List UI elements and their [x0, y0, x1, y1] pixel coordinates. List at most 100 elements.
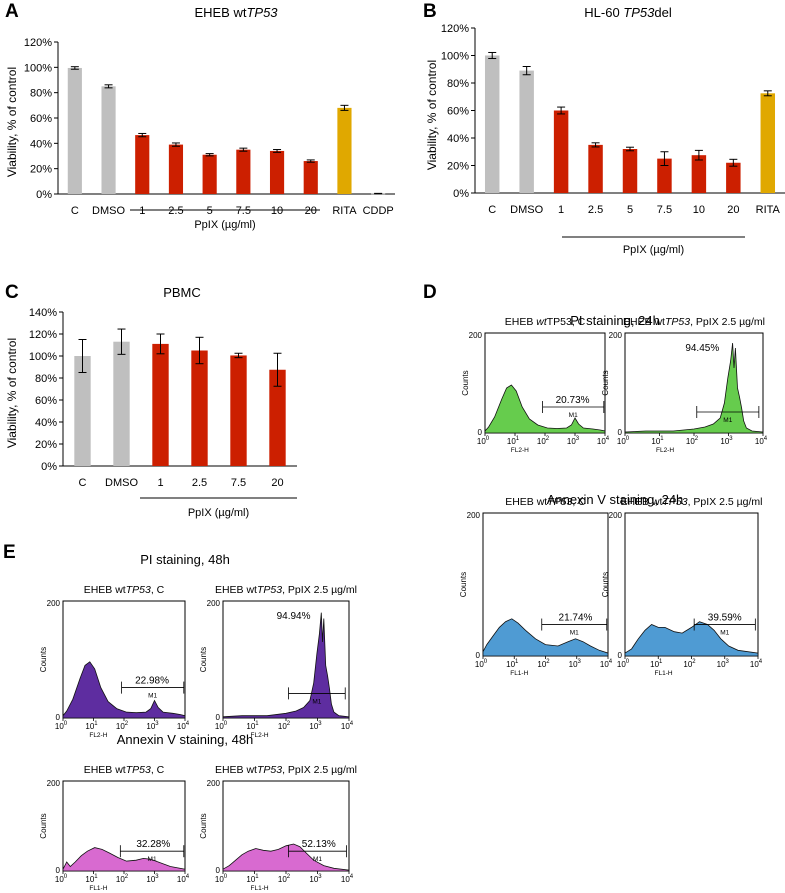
chart-b-title-part: TP53 [623, 5, 655, 20]
chart-a-x-tick-label: 10 [271, 205, 283, 217]
flow-d-0-y-min: 0 [478, 428, 483, 437]
flow-d-2-title-part: , C [572, 496, 586, 508]
flow-e-1-y-label: Counts [199, 647, 208, 672]
flow-d-1-x-tick-exp: 3 [729, 436, 733, 442]
flow-e-1-percent: 94.94% [277, 611, 311, 622]
flow-d-1-x-tick-base: 10 [686, 437, 695, 446]
chart-a-bar [135, 135, 150, 194]
flow-e-3-x-tick-base: 10 [341, 875, 350, 884]
flow-d-0-y-label: Counts [461, 370, 470, 395]
chart-a-bar [236, 149, 251, 194]
flow-e-0-title-part: TP53 [126, 584, 151, 596]
flow-e-1-marker-label: M1 [312, 698, 321, 705]
flow-e-1-histogram [222, 612, 350, 719]
flow-d-2-x-tick-label: 103 [569, 659, 582, 669]
flow-e-3-x-tick-label: 104 [341, 874, 354, 884]
flow-e-2-x-tick-exp: 2 [125, 874, 129, 880]
flow-e-2-x-tick-base: 10 [146, 875, 155, 884]
flow-d-1-x-tick-exp: 4 [764, 436, 768, 442]
chart-c-x-tick-label: 7.5 [231, 477, 246, 489]
flow-d-1-title-part: TP53 [665, 316, 690, 328]
flow-e-2-x-tick-label: 101 [85, 874, 98, 884]
flow-e-3-x-tick-base: 10 [278, 875, 287, 884]
chart-a-bar [168, 144, 184, 194]
flow-d-3-x-tick-label: 101 [650, 659, 663, 669]
flow-e-2-y-min: 0 [56, 866, 61, 875]
chart-b-bar [622, 149, 638, 193]
flow-e-2-title-part: , C [151, 764, 165, 776]
flow-e-3-marker-label: M1 [313, 856, 322, 863]
flow-d-0-title-part: wt [536, 316, 548, 328]
flow-e-3-x-tick-exp: 3 [318, 874, 322, 880]
flow-e-2-x-tick-exp: 3 [155, 874, 159, 880]
flow-e-3-y-max: 200 [207, 779, 221, 788]
flow-e-2-marker-label: M1 [148, 856, 157, 863]
flow-d-2-x-label: FL1-H [510, 670, 528, 677]
flow-e-3-percent: 52.13% [302, 839, 336, 850]
chart-b-x-tick-label: 10 [693, 204, 705, 216]
flow-e-2-x-tick-base: 10 [55, 875, 64, 884]
flow-d-0-histogram [484, 384, 606, 434]
flow-d-2-y-label: Counts [459, 572, 468, 597]
flow-d-2-x-tick-label: 102 [537, 659, 550, 669]
flow-e-0-y-min: 0 [56, 713, 61, 722]
flow-d-3-x-tick-exp: 3 [726, 659, 730, 665]
flow-d-3-x-tick-label: 102 [683, 659, 696, 669]
flow-d-1-title-part: , PpIX 2.5 µg/ml [690, 316, 765, 328]
chart-b-y-tick-label: 60% [447, 106, 469, 118]
chart-a-title-part: TP53 [246, 5, 278, 20]
flow-d-2-x-tick-base: 10 [506, 660, 515, 669]
chart-a-x-tick-label: 1 [139, 205, 145, 217]
flow-e-1-x-tick-label: 103 [309, 721, 322, 731]
flow-d-1-x-tick-base: 10 [617, 437, 626, 446]
flow-d-2-title-part: EHEB wt [505, 496, 547, 508]
flow-d-3-x-label: FL1-H [655, 670, 673, 677]
flow-d-3-marker-label: M1 [720, 630, 729, 637]
flow-d-3-x-tick-label: 104 [750, 659, 763, 669]
flow-e-2-x-tick-exp: 4 [186, 874, 190, 880]
chart-b-bar [691, 155, 707, 193]
panel-letter-a: A [5, 1, 19, 22]
flow-e-3-x-tick-base: 10 [246, 875, 255, 884]
flow-d-2-x-tick-base: 10 [600, 660, 609, 669]
flow-d-3-x-tick-label: 100 [617, 659, 630, 669]
flow-d-1-x-tick-exp: 2 [695, 436, 699, 442]
chart-a-group-label: PpIX (µg/ml) [194, 219, 255, 231]
flow-d-0-x-tick-label: 103 [567, 436, 580, 446]
flow-e-2-title: EHEB wtTP53, C [84, 764, 165, 776]
flow-e-0-marker-label: M1 [148, 693, 157, 700]
chart-b-x-tick-label: 5 [627, 204, 633, 216]
chart-c-x-tick-label: DMSO [105, 477, 138, 489]
flow-d-1-x-tick-label: 100 [617, 436, 630, 446]
flow-d-1-title: EHEB wtTP53, PpIX 2.5 µg/ml [623, 316, 765, 328]
chart-a-bar [269, 150, 285, 194]
flow-e-3-x-tick-exp: 2 [287, 874, 291, 880]
chart-c-y-tick-label: 40% [35, 417, 57, 429]
flow-d-0-x-tick-base: 10 [507, 437, 516, 446]
flow-d-3-x-tick-exp: 0 [626, 659, 630, 665]
chart-b-y-tick-label: 120% [441, 23, 469, 35]
chart-b-title-part: del [654, 5, 671, 20]
chart-c-title: PBMC [163, 285, 201, 300]
flow-d-0-x-tick-exp: 0 [486, 436, 490, 442]
flow-e-3-title-part: TP53 [257, 764, 282, 776]
chart-b-x-tick-label: C [488, 204, 496, 216]
chart-c-y-tick-label: 80% [35, 373, 57, 385]
flow-d-1-x-tick-label: 101 [651, 436, 664, 446]
flow-e-1-x-tick-exp: 1 [255, 721, 259, 727]
chart-b-group-label: PpIX (µg/ml) [623, 244, 684, 256]
flow-e-0-title-part: , C [151, 584, 165, 596]
chart-b-y-tick-label: 40% [447, 133, 469, 145]
flow-d-2-histogram [482, 618, 609, 657]
flow-e-3-x-tick-base: 10 [309, 875, 318, 884]
chart-b-y-label: Viability, % of control [425, 60, 439, 170]
flow-e-2-x-tick-label: 104 [177, 874, 190, 884]
flow-e-0-x-tick-base: 10 [116, 722, 125, 731]
flow-e-2-histogram [62, 847, 186, 872]
flow-d-1-x-tick-label: 104 [755, 436, 768, 446]
flow-e-0-x-tick-label: 102 [116, 721, 129, 731]
chart-b-bar [553, 110, 569, 193]
chart-b-x-tick-label: 1 [558, 204, 564, 216]
